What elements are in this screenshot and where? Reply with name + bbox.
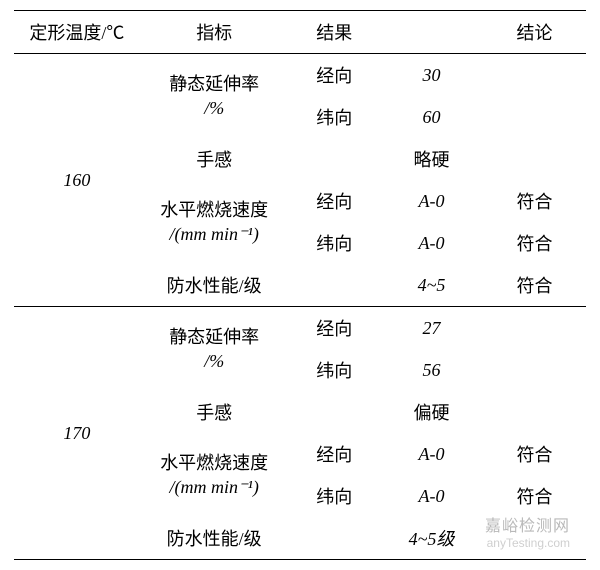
- dir-weft: 纬向: [289, 475, 381, 517]
- val-water: 4~5级: [380, 517, 483, 560]
- temp-cell: 170: [14, 307, 140, 560]
- empty-cell: [289, 391, 381, 433]
- concl-cell: [483, 349, 586, 391]
- val-burn-warp: A-0: [380, 433, 483, 475]
- val-burn-warp: A-0: [380, 180, 483, 222]
- header-row: 定形温度/℃ 指标 结果 结论: [14, 11, 586, 54]
- indicator-water: 防水性能/级: [140, 517, 289, 560]
- empty-cell: [289, 264, 381, 307]
- concl-cell: [483, 96, 586, 138]
- empty-cell: [289, 138, 381, 180]
- concl-cell: [483, 54, 586, 97]
- val-hand: 略硬: [380, 138, 483, 180]
- indicator-burn: 水平燃烧速度 /(mm min⁻¹): [140, 433, 289, 517]
- concl-cell: [483, 391, 586, 433]
- temp-cell: 160: [14, 54, 140, 307]
- dir-warp: 经向: [289, 433, 381, 475]
- hdr-temp: 定形温度/℃: [14, 11, 140, 54]
- indicator-burn: 水平燃烧速度 /(mm min⁻¹): [140, 180, 289, 264]
- val-water: 4~5: [380, 264, 483, 307]
- lbl-burn-unit: /(mm min⁻¹): [169, 477, 258, 497]
- val-burn-weft: A-0: [380, 222, 483, 264]
- lbl-elong-name: 静态延伸率: [169, 74, 259, 94]
- indicator-hand: 手感: [140, 138, 289, 180]
- data-table: 定形温度/℃ 指标 结果 结论 160 静态延伸率 /% 经向 30 纬向 60…: [14, 10, 586, 560]
- concl-water: [483, 517, 586, 560]
- lbl-elong-unit: /%: [204, 351, 224, 371]
- concl-burn-weft: 符合: [483, 475, 586, 517]
- dir-weft: 纬向: [289, 222, 381, 264]
- dir-warp: 经向: [289, 307, 381, 350]
- indicator-water: 防水性能/级: [140, 264, 289, 307]
- concl-water: 符合: [483, 264, 586, 307]
- val-elong-weft: 60: [380, 96, 483, 138]
- val-burn-weft: A-0: [380, 475, 483, 517]
- hdr-conclusion: 结论: [483, 11, 586, 54]
- val-elong-weft: 56: [380, 349, 483, 391]
- lbl-burn-unit: /(mm min⁻¹): [169, 224, 258, 244]
- val-elong-warp: 30: [380, 54, 483, 97]
- lbl-burn-name: 水平燃烧速度: [160, 453, 268, 473]
- indicator-elong: 静态延伸率 /%: [140, 307, 289, 392]
- table-wrapper: 定形温度/℃ 指标 结果 结论 160 静态延伸率 /% 经向 30 纬向 60…: [14, 10, 586, 560]
- concl-burn-warp: 符合: [483, 180, 586, 222]
- dir-weft: 纬向: [289, 96, 381, 138]
- concl-cell: [483, 307, 586, 350]
- empty-cell: [289, 517, 381, 560]
- indicator-elong: 静态延伸率 /%: [140, 54, 289, 139]
- concl-cell: [483, 138, 586, 180]
- concl-burn-weft: 符合: [483, 222, 586, 264]
- indicator-hand: 手感: [140, 391, 289, 433]
- lbl-burn-name: 水平燃烧速度: [160, 200, 268, 220]
- table-row: 170 静态延伸率 /% 经向 27: [14, 307, 586, 350]
- lbl-elong-unit: /%: [204, 98, 224, 118]
- hdr-sub: [380, 11, 483, 54]
- dir-warp: 经向: [289, 54, 381, 97]
- concl-burn-warp: 符合: [483, 433, 586, 475]
- dir-weft: 纬向: [289, 349, 381, 391]
- hdr-indicator: 指标: [140, 11, 289, 54]
- table-row: 160 静态延伸率 /% 经向 30: [14, 54, 586, 97]
- dir-warp: 经向: [289, 180, 381, 222]
- lbl-elong-name: 静态延伸率: [169, 327, 259, 347]
- val-elong-warp: 27: [380, 307, 483, 350]
- val-hand: 偏硬: [380, 391, 483, 433]
- hdr-result: 结果: [289, 11, 381, 54]
